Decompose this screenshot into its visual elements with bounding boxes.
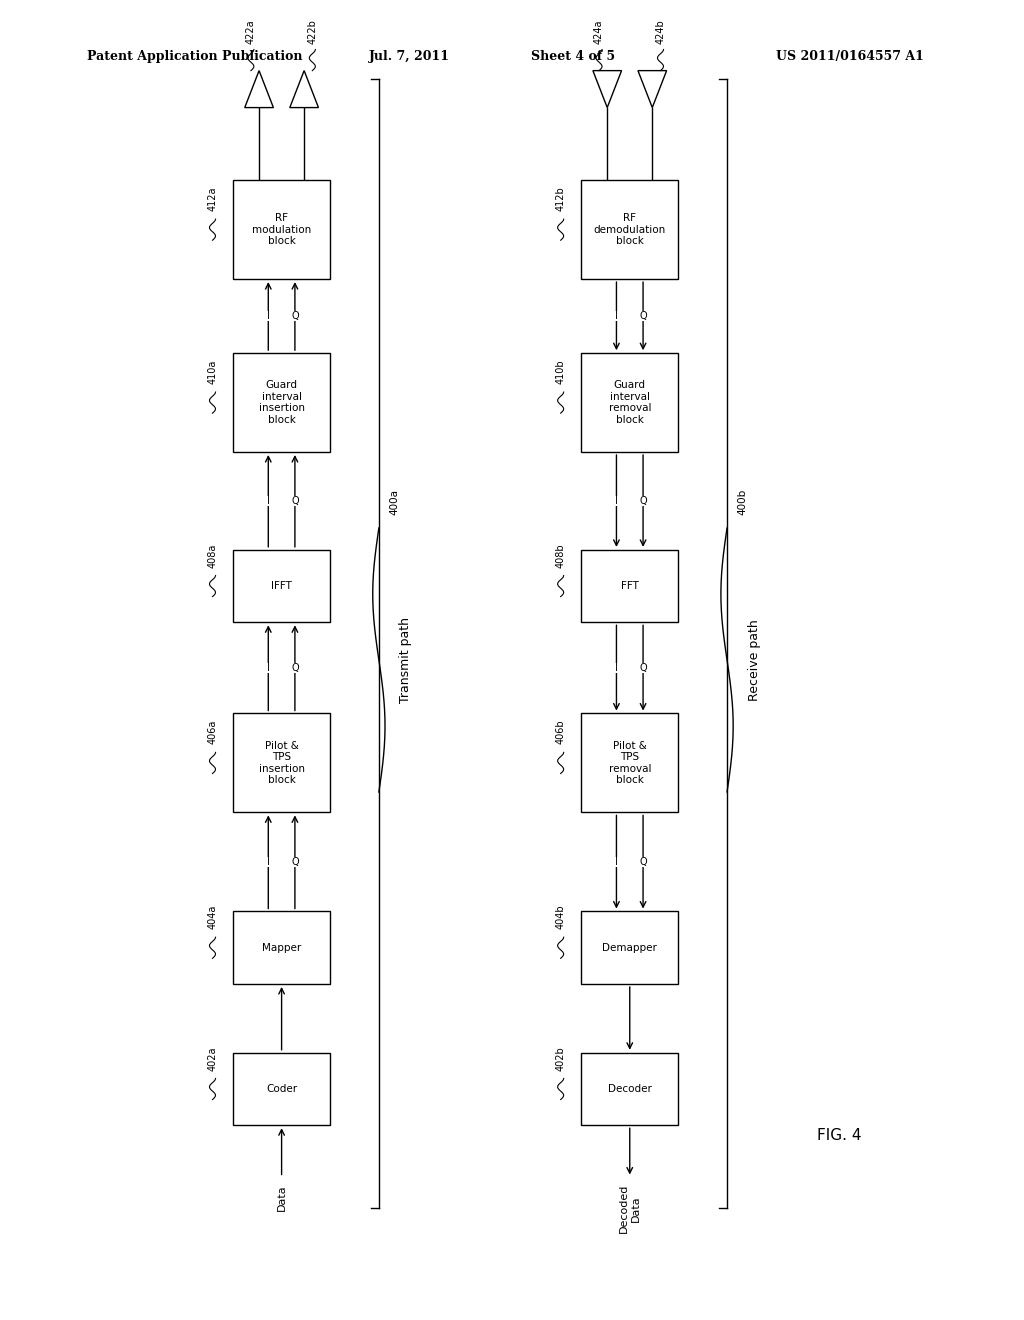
Text: 400b: 400b — [737, 488, 748, 515]
Text: 424a: 424a — [594, 20, 604, 44]
Text: 410a: 410a — [208, 360, 217, 384]
Bar — [233, 911, 330, 985]
Text: I: I — [615, 312, 617, 321]
Text: FFT: FFT — [621, 581, 639, 591]
Text: 402b: 402b — [556, 1045, 565, 1071]
Text: Q: Q — [639, 312, 647, 321]
Text: 408b: 408b — [556, 543, 565, 568]
Bar — [582, 713, 678, 812]
Text: Q: Q — [291, 857, 299, 867]
Text: Transmit path: Transmit path — [399, 616, 413, 704]
Text: Guard
interval
insertion
block: Guard interval insertion block — [259, 380, 304, 425]
Text: I: I — [615, 857, 617, 867]
Text: I: I — [267, 663, 269, 673]
Text: I: I — [267, 496, 269, 506]
Text: 412a: 412a — [208, 186, 217, 211]
Text: 402a: 402a — [208, 1045, 217, 1071]
Text: Coder: Coder — [266, 1084, 297, 1094]
Text: 408a: 408a — [208, 544, 217, 568]
Text: Demapper: Demapper — [602, 942, 657, 953]
Text: 412b: 412b — [556, 186, 565, 211]
Text: Q: Q — [291, 663, 299, 673]
Text: 406a: 406a — [208, 721, 217, 744]
Bar — [233, 549, 330, 622]
Text: Guard
interval
removal
block: Guard interval removal block — [608, 380, 651, 425]
Bar — [233, 1053, 330, 1125]
Text: RF
modulation
block: RF modulation block — [252, 213, 311, 247]
Text: 404b: 404b — [556, 904, 565, 929]
Text: I: I — [267, 857, 269, 867]
Bar — [582, 911, 678, 985]
Text: Patent Application Publication: Patent Application Publication — [87, 50, 302, 63]
Text: I: I — [615, 663, 617, 673]
Text: Q: Q — [291, 312, 299, 321]
Text: Decoded
Data: Decoded Data — [618, 1184, 641, 1233]
Text: Pilot &
TPS
removal
block: Pilot & TPS removal block — [608, 741, 651, 785]
Text: Q: Q — [639, 857, 647, 867]
Text: Pilot &
TPS
insertion
block: Pilot & TPS insertion block — [259, 741, 304, 785]
Text: Jul. 7, 2011: Jul. 7, 2011 — [369, 50, 451, 63]
Text: 400a: 400a — [389, 488, 399, 515]
Text: Receive path: Receive path — [748, 619, 761, 701]
Text: 410b: 410b — [556, 359, 565, 384]
Bar — [582, 181, 678, 280]
Bar — [582, 354, 678, 451]
Text: Q: Q — [639, 663, 647, 673]
Text: Mapper: Mapper — [262, 942, 301, 953]
Text: I: I — [615, 496, 617, 506]
Text: IFFT: IFFT — [271, 581, 292, 591]
Text: Decoder: Decoder — [608, 1084, 651, 1094]
Text: 422a: 422a — [246, 20, 256, 44]
Bar — [233, 713, 330, 812]
Text: Sheet 4 of 5: Sheet 4 of 5 — [531, 50, 615, 63]
Text: 424b: 424b — [655, 20, 666, 44]
Text: 406b: 406b — [556, 719, 565, 744]
Text: I: I — [267, 312, 269, 321]
Bar — [582, 1053, 678, 1125]
Text: Q: Q — [291, 496, 299, 506]
Text: Data: Data — [276, 1184, 287, 1210]
Bar — [582, 549, 678, 622]
Bar — [233, 354, 330, 451]
Text: Q: Q — [639, 496, 647, 506]
Text: 422b: 422b — [307, 20, 317, 44]
Text: RF
demodulation
block: RF demodulation block — [594, 213, 666, 247]
Text: FIG. 4: FIG. 4 — [817, 1127, 862, 1143]
Text: 404a: 404a — [208, 906, 217, 929]
Text: US 2011/0164557 A1: US 2011/0164557 A1 — [776, 50, 924, 63]
Bar — [233, 181, 330, 280]
